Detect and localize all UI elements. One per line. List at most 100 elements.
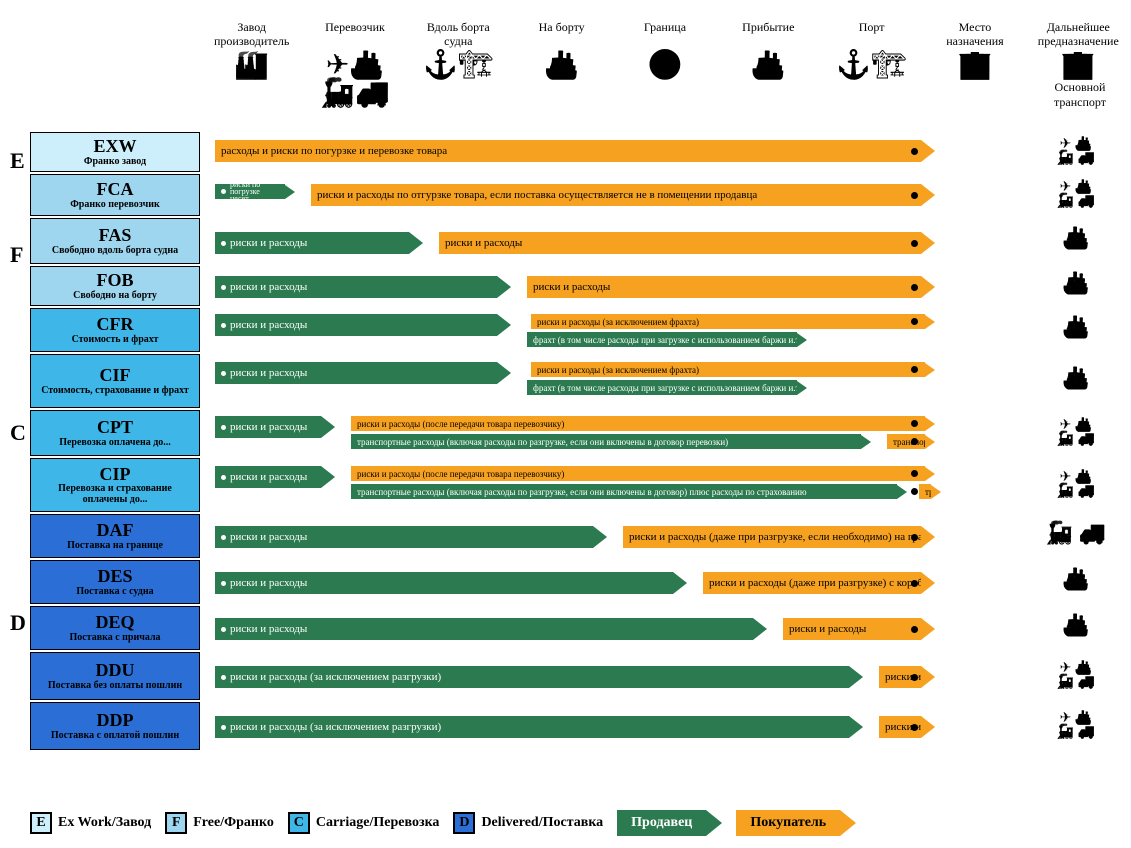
term-cif: CIFСтоимость, страхование и фрахт xyxy=(30,354,200,408)
transport-icon: ✈ 🚢🚂 🚚 xyxy=(1031,712,1121,740)
arrival-icon: 🚢 xyxy=(751,52,786,80)
transport-icon: ✈ 🚢🚂 🚚 xyxy=(1031,662,1121,690)
legend-f: F Free/Франко xyxy=(165,812,274,834)
seller-arrow: риски и расходы xyxy=(215,572,687,594)
transport-icon: 🚢 xyxy=(1031,568,1121,590)
seller-arrow: риски и расходы xyxy=(215,362,511,384)
transport-icon: ✈ 🚢🚂 🚚 xyxy=(1031,471,1121,499)
legend-buyer: Покупатель xyxy=(736,810,856,836)
term-ddu: DDUПоставка без оплаты пошлин xyxy=(30,652,200,700)
hdr-8: Дальнейшеепредназначение🏢 xyxy=(1027,20,1130,130)
legend-e: E Ex Work/Завод xyxy=(30,812,151,834)
hdr-4: Граница⛔ xyxy=(613,20,716,130)
term-deq: DEQПоставка с причала xyxy=(30,606,200,650)
group-letter-E: E xyxy=(10,148,25,174)
seller-arrow: риски и расходы (за исключением разгрузк… xyxy=(215,666,863,688)
end-dot xyxy=(911,724,918,731)
transport-icon: 🚢 xyxy=(1031,316,1121,338)
transport-icon: ✈ 🚢🚂 🚚 xyxy=(1031,419,1121,447)
end-dot xyxy=(911,420,918,427)
group-letter-C: C xyxy=(10,420,26,446)
term-cfr: CFRСтоимость и фрахт xyxy=(30,308,200,352)
buyer-arrow: риски и расходы (даже при разгрузке, есл… xyxy=(623,526,935,548)
seller-arrow: фрахт (в том числе расходы при загрузке … xyxy=(527,332,807,347)
buyer-arrow: транспорт xyxy=(919,484,935,499)
hdr-6: Порт⚓🏗 xyxy=(820,20,923,130)
further-icon: 🏢 xyxy=(1061,52,1096,80)
seller-arrow: риски и расходы xyxy=(215,314,511,336)
seller-arrow: риски и расходы xyxy=(215,618,767,640)
transport-icon: ✈ 🚢🚂 🚚 xyxy=(1031,138,1121,166)
hdr-0: Заводпроизводитель🏭 xyxy=(200,20,303,130)
end-dot xyxy=(911,674,918,681)
term-des: DESПоставка с судна xyxy=(30,560,200,604)
seller-arrow: риски и расходы xyxy=(215,416,335,438)
hdr-3: На борту🚢 xyxy=(510,20,613,130)
term-fas: FASСвободно вдоль борта судна xyxy=(30,218,200,264)
seller-arrow: расходы и риски по погрузке несет продав… xyxy=(215,184,295,199)
seller-arrow: риски и расходы xyxy=(215,526,607,548)
seller-arrow: транспортные расходы (включая расходы по… xyxy=(351,484,907,499)
buyer-arrow: расходы и риски по погурзке и перевозке … xyxy=(215,140,935,162)
buyer-arrow: риски и расходы (за исключением фрахта) xyxy=(531,314,935,329)
main-transport-label: Основнойтранспорт xyxy=(1035,80,1125,110)
transport-icon: 🚢 xyxy=(1031,272,1121,294)
term-cip: CIPПеревозка и страхование оплачены до..… xyxy=(30,458,200,512)
hdr-1: Перевозчик✈🚢🚂🚚 xyxy=(303,20,406,130)
transport-icon: ✈ 🚢🚂 🚚 xyxy=(1031,181,1121,209)
stage-headers: Заводпроизводитель🏭 Перевозчик✈🚢🚂🚚 Вдоль… xyxy=(200,20,1130,130)
border-icon: ⛔ xyxy=(648,52,683,80)
end-dot xyxy=(911,318,918,325)
transport-icon: 🚂 🚚 xyxy=(1031,522,1121,544)
end-dot xyxy=(911,148,918,155)
legend: E Ex Work/Завод F Free/Франко C Carriage… xyxy=(30,810,856,836)
transport-icon: 🚢 xyxy=(1031,367,1121,389)
seller-arrow: транспортные расходы (включая расходы по… xyxy=(351,434,871,449)
group-letter-F: F xyxy=(10,242,23,268)
factory-icon: 🏭 xyxy=(234,52,269,80)
end-dot xyxy=(911,488,918,495)
term-fca: FCAФранко перевозчик xyxy=(30,174,200,216)
hdr-5: Прибытие🚢 xyxy=(717,20,820,130)
end-dot xyxy=(911,470,918,477)
buyer-arrow: риски и расходы xyxy=(439,232,935,254)
term-daf: DAFПоставка на границе xyxy=(30,514,200,558)
term-fob: FOBСвободно на борту xyxy=(30,266,200,306)
port-icon: ⚓🏗 xyxy=(836,52,906,80)
term-ddp: DDPПоставка с оплатой пошлин xyxy=(30,702,200,750)
destination-icon: 🏢 xyxy=(958,52,993,80)
buyer-arrow: риски и расходы (после передачи товара п… xyxy=(351,466,935,481)
end-dot xyxy=(911,580,918,587)
end-dot xyxy=(911,534,918,541)
end-dot xyxy=(911,438,918,445)
hdr-2: Вдоль бортасудна⚓🏗 xyxy=(407,20,510,130)
seller-arrow: риски и расходы (за исключением разгрузк… xyxy=(215,716,863,738)
hdr-7: Местоназначения🏢 xyxy=(923,20,1026,130)
buyer-arrow: риски и расходы (за исключением фрахта) xyxy=(531,362,935,377)
carrier-icon: ✈🚢🚂🚚 xyxy=(320,52,390,108)
alongside-icon: ⚓🏗 xyxy=(423,52,493,80)
end-dot xyxy=(911,284,918,291)
seller-arrow: риски и расходы xyxy=(215,466,335,488)
end-dot xyxy=(911,366,918,373)
buyer-arrow: риски и расходы xyxy=(879,666,935,688)
buyer-arrow: риски и расходы по отгурзке товара, если… xyxy=(311,184,935,206)
seller-arrow: фрахт (в том числе расходы при загрузке … xyxy=(527,380,807,395)
term-cpt: CPTПеревозка оплачена до... xyxy=(30,410,200,456)
end-dot xyxy=(911,626,918,633)
transport-icon: 🚢 xyxy=(1031,227,1121,249)
transport-icon: 🚢 xyxy=(1031,614,1121,636)
legend-seller: Продавец xyxy=(617,810,722,836)
seller-arrow: риски и расходы xyxy=(215,276,511,298)
buyer-arrow: риски и расходы (даже при разгрузке) с к… xyxy=(703,572,935,594)
legend-c: C Carriage/Перевозка xyxy=(288,812,440,834)
buyer-arrow: риски и расходы xyxy=(527,276,935,298)
end-dot xyxy=(911,240,918,247)
buyer-arrow: риски и расходы xyxy=(879,716,935,738)
end-dot xyxy=(911,192,918,199)
legend-d: D Delivered/Поставка xyxy=(453,812,603,834)
onboard-icon: 🚢 xyxy=(544,52,579,80)
seller-arrow: риски и расходы xyxy=(215,232,423,254)
term-exw: EXWФранко завод xyxy=(30,132,200,172)
group-letter-D: D xyxy=(10,610,26,636)
